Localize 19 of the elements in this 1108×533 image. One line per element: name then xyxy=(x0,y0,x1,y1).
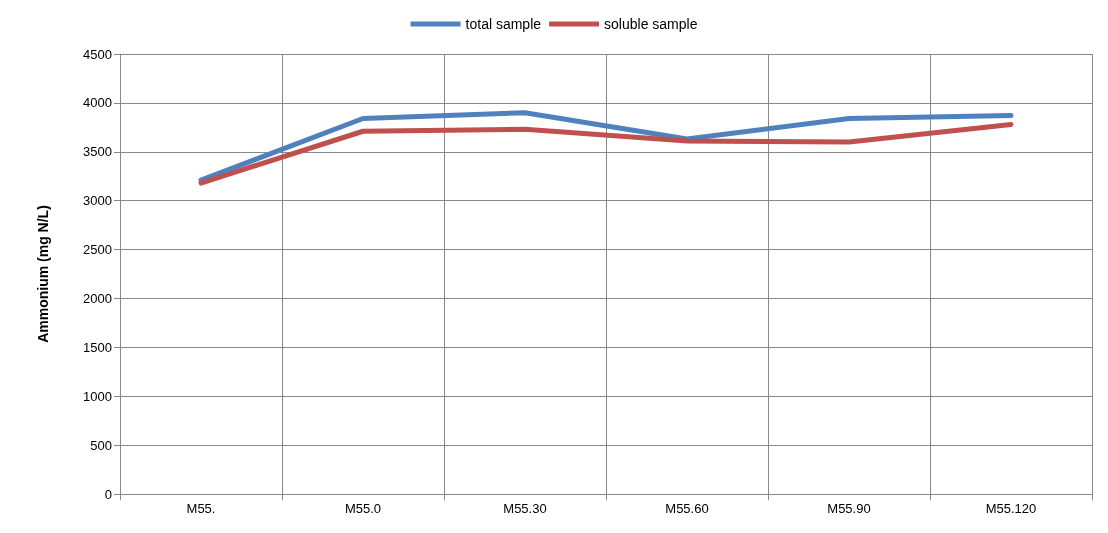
x-tick-label: M55.60 xyxy=(665,501,709,516)
y-tick-label: 1500 xyxy=(83,339,112,355)
x-tick-label: M55.0 xyxy=(344,501,382,516)
legend-label: total sample xyxy=(465,16,542,32)
y-tick-label: 3500 xyxy=(83,144,112,160)
x-tick-label: M55. xyxy=(186,501,216,516)
x-tick-label: M55.30 xyxy=(503,501,547,516)
y-tick-label: 3000 xyxy=(83,193,112,209)
x-tick-label: M55.90 xyxy=(827,501,871,516)
y-tick-label: 2500 xyxy=(83,242,112,258)
x-tick-label: M55.120 xyxy=(985,501,1037,516)
y-tick-label: 500 xyxy=(90,437,112,453)
y-tick-label: 1000 xyxy=(83,388,112,404)
y-tick-label: 2000 xyxy=(83,290,112,306)
legend-label: soluble sample xyxy=(604,16,698,32)
y-tick-label: 4500 xyxy=(83,46,112,62)
y-tick-label: 4000 xyxy=(83,95,112,111)
y-tick-label: 0 xyxy=(104,486,112,502)
y-axis-title: Ammonium (mg N/L) xyxy=(35,205,51,343)
